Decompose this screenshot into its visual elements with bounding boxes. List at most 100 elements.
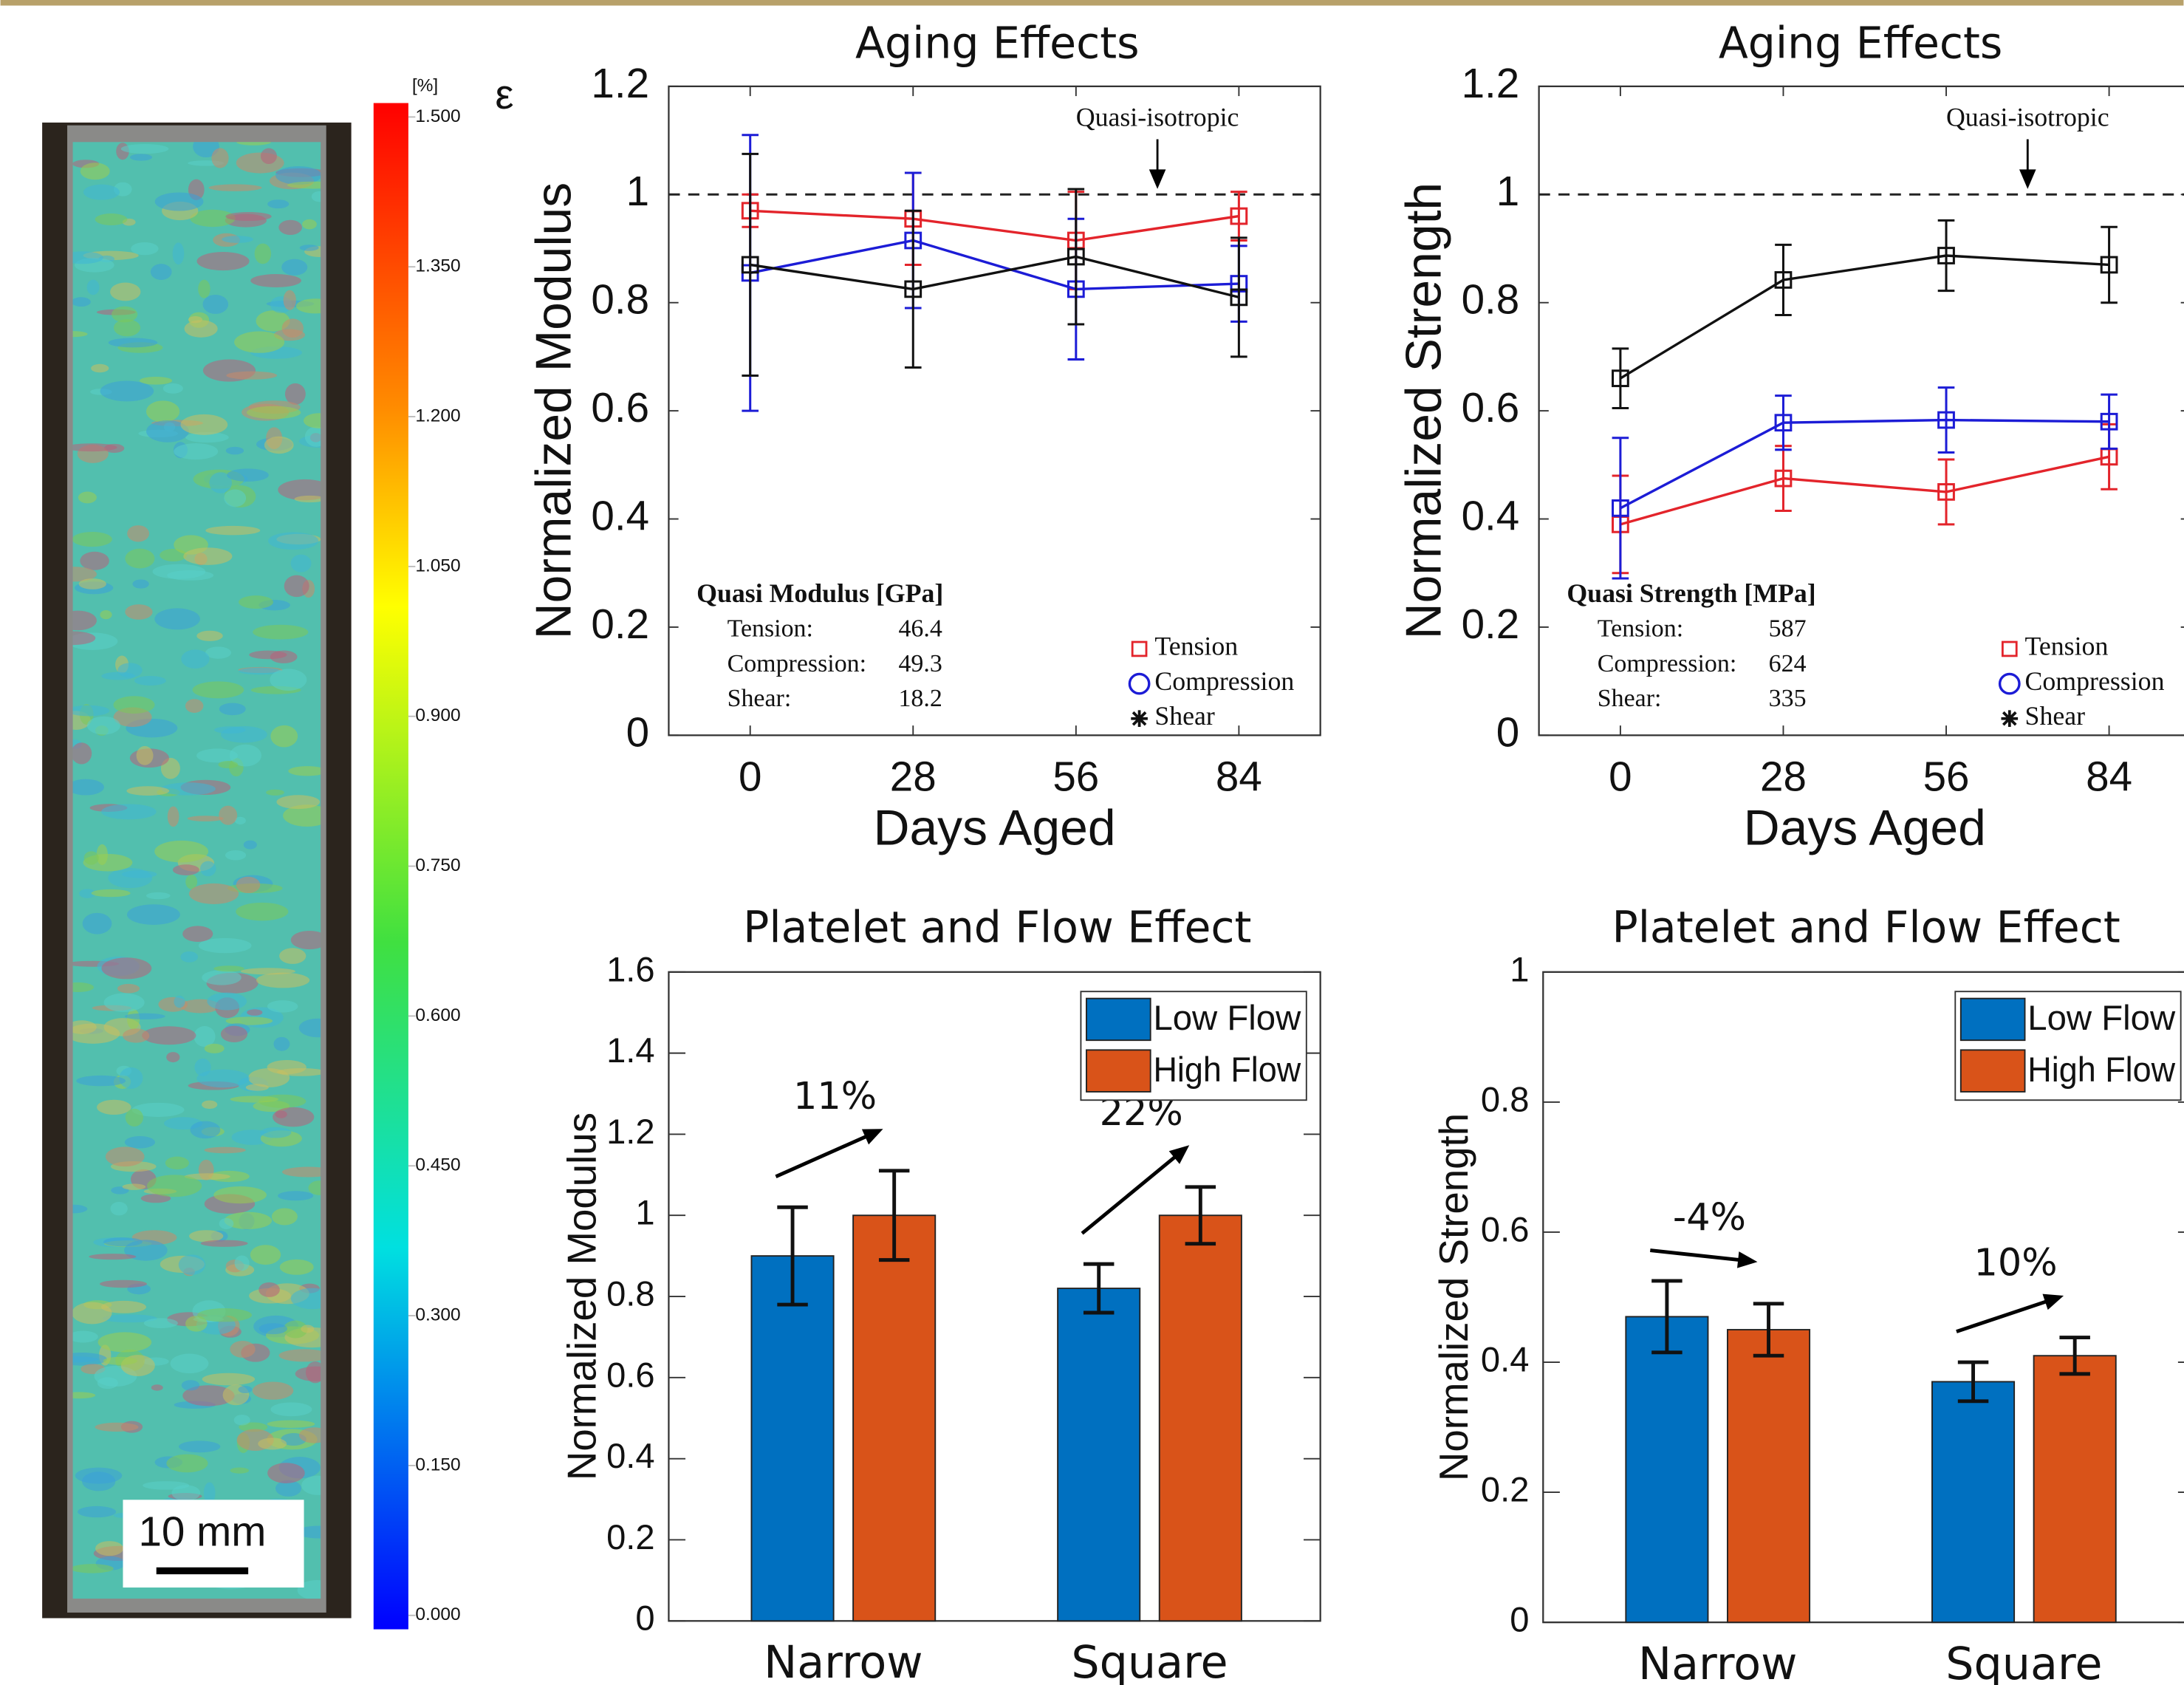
strain-spot bbox=[146, 892, 171, 899]
arrow-head bbox=[1737, 1251, 1757, 1268]
y-tick-label: 0.8 bbox=[606, 1274, 655, 1313]
strain-spot bbox=[284, 290, 296, 310]
y-tick-label: 1 bbox=[626, 168, 649, 214]
strain-symbol: ε bbox=[495, 71, 513, 117]
strain-spot bbox=[95, 1541, 123, 1556]
strain-spot bbox=[288, 766, 326, 776]
strain-spot bbox=[225, 212, 271, 221]
strain-spot bbox=[236, 903, 288, 920]
strain-spot bbox=[270, 1402, 312, 1416]
strain-spot bbox=[78, 492, 97, 504]
strain-spot bbox=[188, 816, 224, 821]
strain-spot bbox=[71, 1564, 114, 1573]
strain-spot bbox=[267, 1420, 315, 1428]
y-tick-label: 0.6 bbox=[1481, 1209, 1530, 1248]
strain-spot bbox=[101, 957, 151, 979]
strain-spot bbox=[205, 1044, 225, 1053]
strain-spot bbox=[72, 1302, 112, 1325]
strain-spot bbox=[230, 1096, 278, 1103]
strain-spot bbox=[205, 1147, 246, 1154]
arrow bbox=[1957, 1301, 2049, 1332]
strain-spot bbox=[247, 406, 301, 419]
strain-spot bbox=[92, 889, 131, 897]
strain-spot bbox=[190, 1121, 220, 1139]
y-tick-label: 0.2 bbox=[1462, 601, 1520, 647]
strain-spot bbox=[66, 443, 117, 451]
strain-spot bbox=[202, 1373, 255, 1386]
strain-spot bbox=[285, 383, 306, 405]
legend-marker bbox=[2002, 642, 2016, 656]
y-tick-label: 0 bbox=[1496, 708, 1519, 755]
strain-spot bbox=[127, 904, 180, 925]
strain-spot bbox=[230, 1341, 255, 1358]
strain-spot bbox=[89, 1254, 136, 1260]
colorbar-tick-label: 0.450 bbox=[415, 1155, 460, 1175]
x-tick-label: 28 bbox=[1760, 753, 1807, 800]
strain-spot bbox=[235, 1255, 250, 1271]
strain-spot bbox=[196, 1070, 250, 1088]
y-tick-label: 0.4 bbox=[1481, 1339, 1530, 1378]
x-tick-label: 0 bbox=[1609, 753, 1632, 800]
y-tick-label: 0.6 bbox=[606, 1355, 655, 1394]
colorbar-tick-label: 0.600 bbox=[415, 1005, 460, 1025]
strain-spot bbox=[270, 725, 298, 748]
strain-spot bbox=[202, 970, 241, 985]
strain-spot bbox=[270, 669, 307, 691]
strain-spot bbox=[106, 1146, 145, 1166]
chart-title: Aging Effects bbox=[1719, 18, 2003, 68]
strain-spot bbox=[300, 245, 319, 250]
strain-spot bbox=[81, 163, 110, 180]
strain-spot bbox=[154, 608, 200, 629]
strain-spot bbox=[76, 1076, 126, 1086]
legend-swatch bbox=[1086, 1050, 1151, 1092]
y-tick-label: 0.6 bbox=[591, 384, 649, 431]
strain-spot bbox=[100, 381, 154, 402]
colorbar-tick-label: 0.750 bbox=[415, 855, 460, 875]
strain-spot bbox=[260, 1127, 291, 1138]
error-bar bbox=[1230, 238, 1247, 357]
strain-spot bbox=[239, 595, 273, 609]
strain-spot bbox=[126, 1109, 143, 1127]
y-axis-label: Normalized Modulus bbox=[560, 1112, 605, 1480]
info-label: Shear: bbox=[1598, 685, 1662, 712]
strain-spot bbox=[95, 1423, 138, 1432]
strain-spot bbox=[168, 807, 179, 827]
strain-spot bbox=[266, 790, 284, 796]
strain-spot bbox=[97, 1100, 131, 1115]
strain-spot bbox=[230, 1468, 250, 1474]
colorbar bbox=[374, 103, 408, 1629]
strain-spot bbox=[196, 631, 222, 641]
strain-spot bbox=[83, 185, 120, 200]
strain-spot bbox=[161, 782, 216, 795]
strain-spot bbox=[183, 547, 232, 565]
strain-spot bbox=[130, 154, 152, 160]
series-line bbox=[1620, 457, 2109, 524]
strain-spot bbox=[151, 1384, 163, 1390]
info-value: 624 bbox=[1769, 650, 1807, 677]
strain-spot bbox=[98, 1332, 152, 1352]
y-tick-label: 1.2 bbox=[1462, 60, 1520, 106]
strain-spot bbox=[126, 786, 169, 796]
y-axis-label: Normalized Strength bbox=[1397, 182, 1452, 640]
info-value: 335 bbox=[1769, 685, 1807, 712]
info-value: 49.3 bbox=[898, 650, 942, 677]
strain-spot bbox=[291, 555, 312, 573]
strain-spot bbox=[202, 295, 228, 314]
y-tick-label: 0 bbox=[626, 708, 649, 755]
strain-spot bbox=[103, 1357, 137, 1365]
x-axis-label: Days Aged bbox=[873, 800, 1115, 855]
strain-spot bbox=[146, 400, 179, 422]
colorbar-unit: [%] bbox=[412, 75, 438, 95]
legend-label: Shear bbox=[1154, 701, 1215, 731]
strain-spot bbox=[234, 1415, 250, 1426]
strain-spot bbox=[123, 1028, 149, 1042]
x-tick-label: 28 bbox=[890, 753, 937, 800]
strain-spot bbox=[301, 1325, 314, 1333]
strain-spot bbox=[121, 144, 169, 154]
strain-spot bbox=[278, 220, 302, 235]
y-tick-label: 0.2 bbox=[606, 1517, 655, 1556]
x-tick-label: 0 bbox=[739, 753, 761, 800]
y-tick-label: 0.6 bbox=[1462, 384, 1520, 431]
figure: [%] ε 10 mm 1.5001.3501.2001.0500.9000.7… bbox=[0, 0, 2184, 1685]
strain-spot bbox=[179, 1440, 220, 1452]
